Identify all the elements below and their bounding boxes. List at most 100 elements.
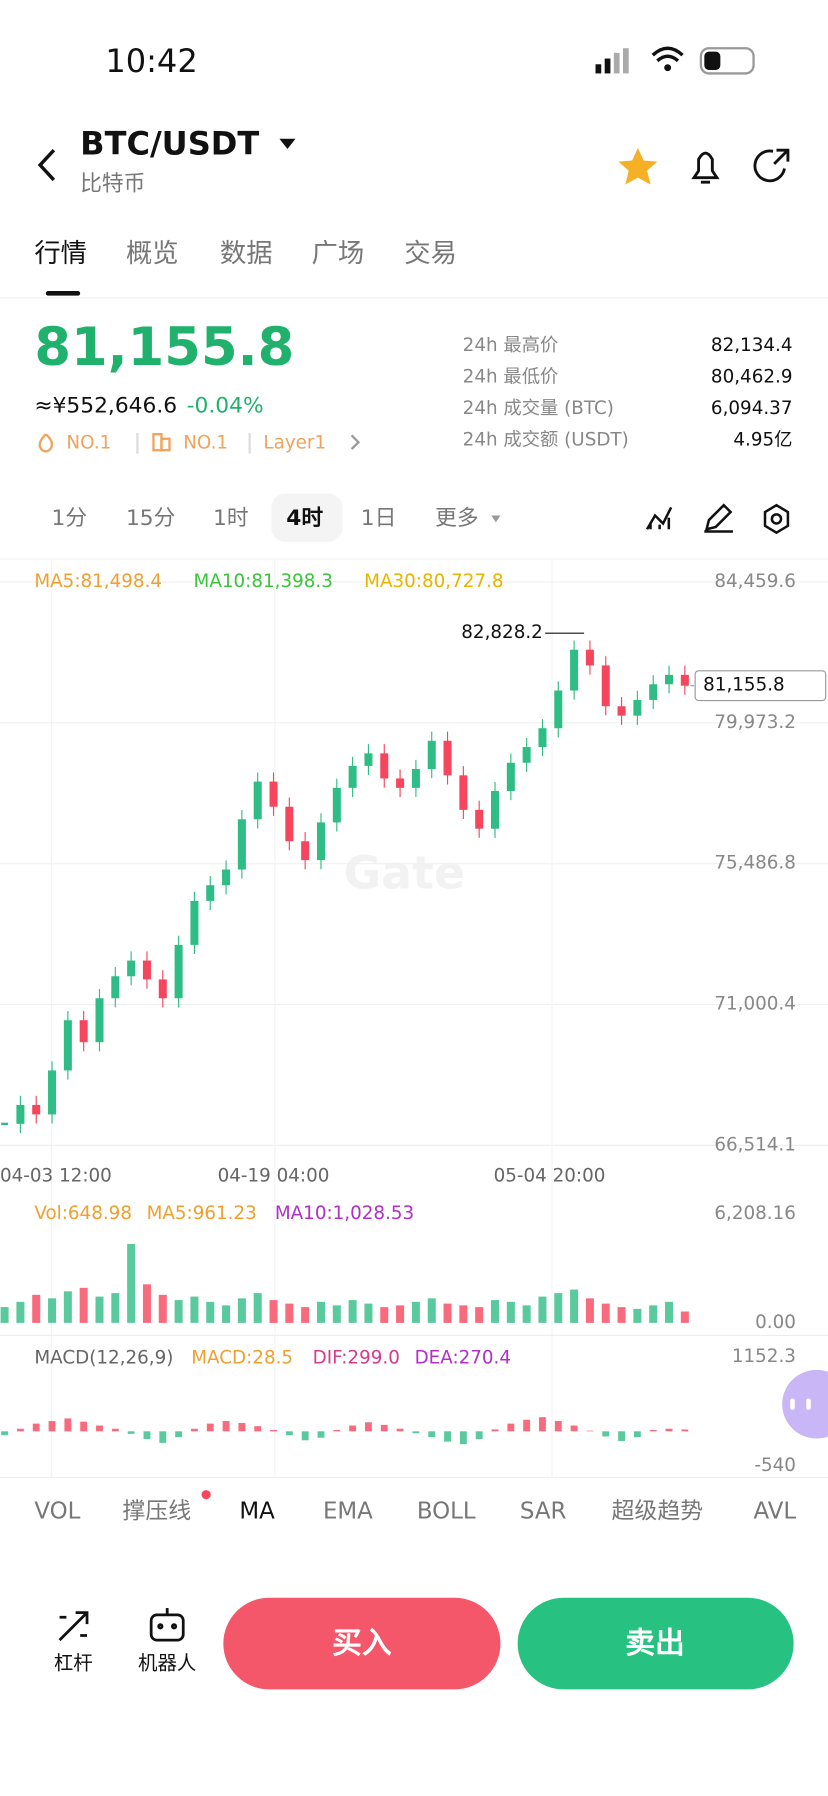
macd-bar xyxy=(444,1431,451,1442)
buy-label[interactable]: 买入 xyxy=(332,1626,392,1661)
volume-bar xyxy=(348,1300,357,1323)
candle xyxy=(206,885,215,901)
candle xyxy=(332,787,341,823)
candle xyxy=(316,822,325,861)
interval[interactable]: 1时 xyxy=(213,506,249,531)
new-dot xyxy=(201,1490,211,1500)
volume-bar xyxy=(79,1287,88,1323)
macd-bar xyxy=(539,1417,546,1432)
candle xyxy=(475,809,484,829)
interval-active-bg xyxy=(271,493,343,542)
candle xyxy=(585,649,594,666)
watermark: Gate xyxy=(344,846,465,900)
alert[interactable] xyxy=(691,151,720,184)
status-icons xyxy=(595,46,755,75)
interval[interactable]: 4时 xyxy=(286,506,323,531)
interval[interactable]: 1日 xyxy=(361,506,397,531)
volume-bar xyxy=(538,1296,547,1323)
candle xyxy=(364,753,373,766)
candle xyxy=(427,740,436,770)
interval[interactable]: 1分 xyxy=(52,506,88,531)
volume-bar xyxy=(364,1303,373,1323)
pair[interactable]: BTC/USDT xyxy=(80,125,259,163)
vol-label: MA5:961.23 xyxy=(147,1203,257,1224)
stat-value: 80,462.9 xyxy=(711,366,793,387)
volume-bar xyxy=(522,1305,531,1323)
macd-bar xyxy=(190,1428,198,1432)
macd-bar xyxy=(333,1430,341,1432)
tab[interactable]: 行情 xyxy=(34,239,87,269)
macd-bar xyxy=(428,1431,436,1438)
indicator[interactable]: AVL xyxy=(754,1498,797,1524)
sell-button[interactable] xyxy=(517,1597,794,1690)
indicator[interactable]: VOL xyxy=(34,1498,80,1524)
volume-bar xyxy=(649,1305,658,1323)
sell-label[interactable]: 卖出 xyxy=(625,1626,685,1661)
macd-bar xyxy=(491,1429,499,1432)
candle xyxy=(174,944,183,999)
macd-bar xyxy=(222,1421,230,1432)
volume-bar xyxy=(206,1301,215,1323)
candle xyxy=(554,690,563,729)
macd-bar xyxy=(554,1421,562,1432)
coin-name: 比特币 xyxy=(80,172,145,197)
assistant-bubble[interactable] xyxy=(782,1369,828,1439)
tool-icons[interactable] xyxy=(58,1608,185,1642)
macd-bar xyxy=(475,1431,483,1440)
candle xyxy=(522,747,531,763)
volume-bar xyxy=(95,1296,104,1323)
indicator[interactable]: 超级趋势 xyxy=(612,1498,704,1524)
volume-bar xyxy=(601,1303,610,1323)
volume-bar xyxy=(142,1284,151,1323)
ma-label: MA5:81,498.4 xyxy=(34,571,162,592)
tab[interactable]: 概览 xyxy=(126,239,179,269)
favorite[interactable] xyxy=(618,147,658,185)
macd-bar xyxy=(301,1431,309,1441)
chart-tools[interactable] xyxy=(645,503,790,535)
interval[interactable]: 15分 xyxy=(126,506,175,531)
macd-bar xyxy=(32,1423,40,1432)
candle xyxy=(253,781,262,820)
candle xyxy=(95,998,104,1043)
candle xyxy=(538,728,547,748)
indicator[interactable]: EMA xyxy=(323,1498,373,1524)
back[interactable] xyxy=(37,149,56,182)
volume-bar xyxy=(127,1244,136,1323)
high-label: 82,828.2 xyxy=(461,622,543,643)
share[interactable] xyxy=(753,148,790,183)
last-tag-label: 81,155.8 xyxy=(703,675,785,696)
candle xyxy=(570,649,579,691)
volume-bar xyxy=(570,1289,579,1323)
stat-label: 24h 最高价 xyxy=(463,335,559,356)
candle xyxy=(79,1020,88,1043)
interval[interactable]: 更多 xyxy=(435,506,479,531)
indicator[interactable]: BOLL xyxy=(417,1498,476,1524)
pair-caret[interactable] xyxy=(279,138,296,150)
y-tick-label: 79,973.2 xyxy=(714,712,796,733)
macd-bar xyxy=(665,1428,673,1432)
volume-bar xyxy=(158,1294,167,1323)
candle xyxy=(63,1020,72,1071)
macd-bar xyxy=(238,1422,246,1432)
tool-label[interactable]: 杠杆 xyxy=(54,1652,93,1675)
candle xyxy=(269,781,278,807)
tab[interactable]: 广场 xyxy=(312,239,365,269)
macd-bar xyxy=(349,1425,357,1432)
candle xyxy=(617,706,626,716)
vol-label: MA10:1,028.53 xyxy=(275,1203,414,1224)
indicator[interactable]: SAR xyxy=(520,1498,567,1524)
candle xyxy=(665,674,674,685)
x-tick-label: 04-03 12:00 xyxy=(0,1165,112,1186)
badge: NO.1 xyxy=(66,432,111,453)
indicator[interactable]: 撑压线 xyxy=(123,1498,192,1524)
volume-bar xyxy=(237,1298,246,1323)
macd-bar xyxy=(127,1431,135,1434)
vol-tick-label: 6,208.16 xyxy=(714,1203,796,1224)
macd-bar xyxy=(206,1423,214,1432)
buy-button[interactable] xyxy=(223,1597,501,1690)
tab[interactable]: 交易 xyxy=(404,239,457,269)
candle xyxy=(348,765,357,788)
tool-label[interactable]: 机器人 xyxy=(138,1652,196,1675)
tab[interactable]: 数据 xyxy=(220,239,273,269)
indicator[interactable]: MA xyxy=(239,1498,275,1524)
